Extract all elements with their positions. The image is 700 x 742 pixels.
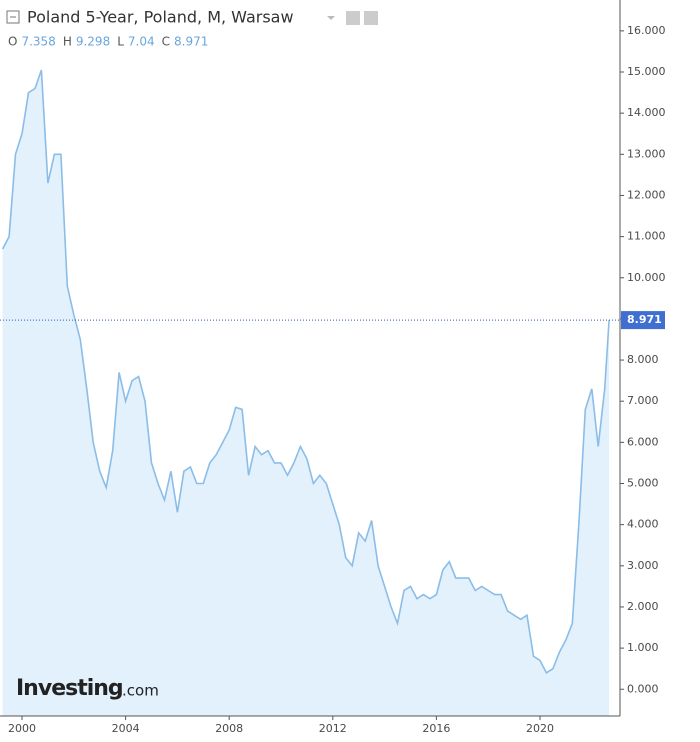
y-tick-label: 2.000 xyxy=(627,600,659,613)
y-tick-label: 15.000 xyxy=(627,65,666,78)
ohlc-name: H xyxy=(63,35,72,49)
last-value-label: 8.971 xyxy=(627,313,662,326)
ohlc-value: 8.971 xyxy=(174,35,208,49)
area-fill xyxy=(2,70,610,716)
last-value-box xyxy=(621,311,665,330)
logo-brand: Investing xyxy=(16,676,123,701)
y-tick-label: 16.000 xyxy=(627,24,666,37)
ohlc-value: 9.298 xyxy=(76,35,110,49)
ohlc-row: O 7.358 H 9.298 L 7.04 C 8.971 xyxy=(8,35,208,49)
ohlc-name: L xyxy=(117,35,124,49)
y-tick-label: 13.000 xyxy=(627,147,666,160)
x-tick-label: 2008 xyxy=(215,722,243,735)
y-tick-label: 0.000 xyxy=(627,682,659,695)
y-tick-label: 5.000 xyxy=(627,477,659,490)
area-line xyxy=(1,69,610,674)
y-tick-label: 8.000 xyxy=(627,353,659,366)
ohlc-value: 7.358 xyxy=(21,35,55,49)
dropdown-arrow[interactable] xyxy=(327,16,335,20)
x-tick-label: 2020 xyxy=(526,722,554,735)
settings-button[interactable] xyxy=(364,11,378,25)
y-tick-label: 7.000 xyxy=(627,394,659,407)
y-tick-label: 4.000 xyxy=(627,518,659,531)
ohlc-name: C xyxy=(162,35,170,49)
y-tick-label: 10.000 xyxy=(627,271,666,284)
logo-suffix: .com xyxy=(122,682,159,700)
y-tick-label: 14.000 xyxy=(627,106,666,119)
x-tick-label: 2012 xyxy=(319,722,347,735)
y-tick-label: 11.000 xyxy=(627,230,666,243)
screenshot-button[interactable] xyxy=(346,11,360,25)
ohlc-value: 7.04 xyxy=(128,35,155,49)
logo: Investing .com xyxy=(16,676,159,701)
collapse-icon[interactable] xyxy=(6,10,20,24)
x-tick-label: 2000 xyxy=(8,722,36,735)
y-tick-label: 1.000 xyxy=(627,641,659,654)
x-tick-label: 2016 xyxy=(422,722,450,735)
ohlc-name: O xyxy=(8,35,17,49)
chart-title: Poland 5-Year, Poland, M, Warsaw xyxy=(27,8,294,27)
plot-area xyxy=(1,69,610,716)
y-tick-label: 3.000 xyxy=(627,559,659,572)
x-tick-label: 2004 xyxy=(112,722,140,735)
y-tick-label: 12.000 xyxy=(627,188,666,201)
y-tick-label: 6.000 xyxy=(627,435,659,448)
